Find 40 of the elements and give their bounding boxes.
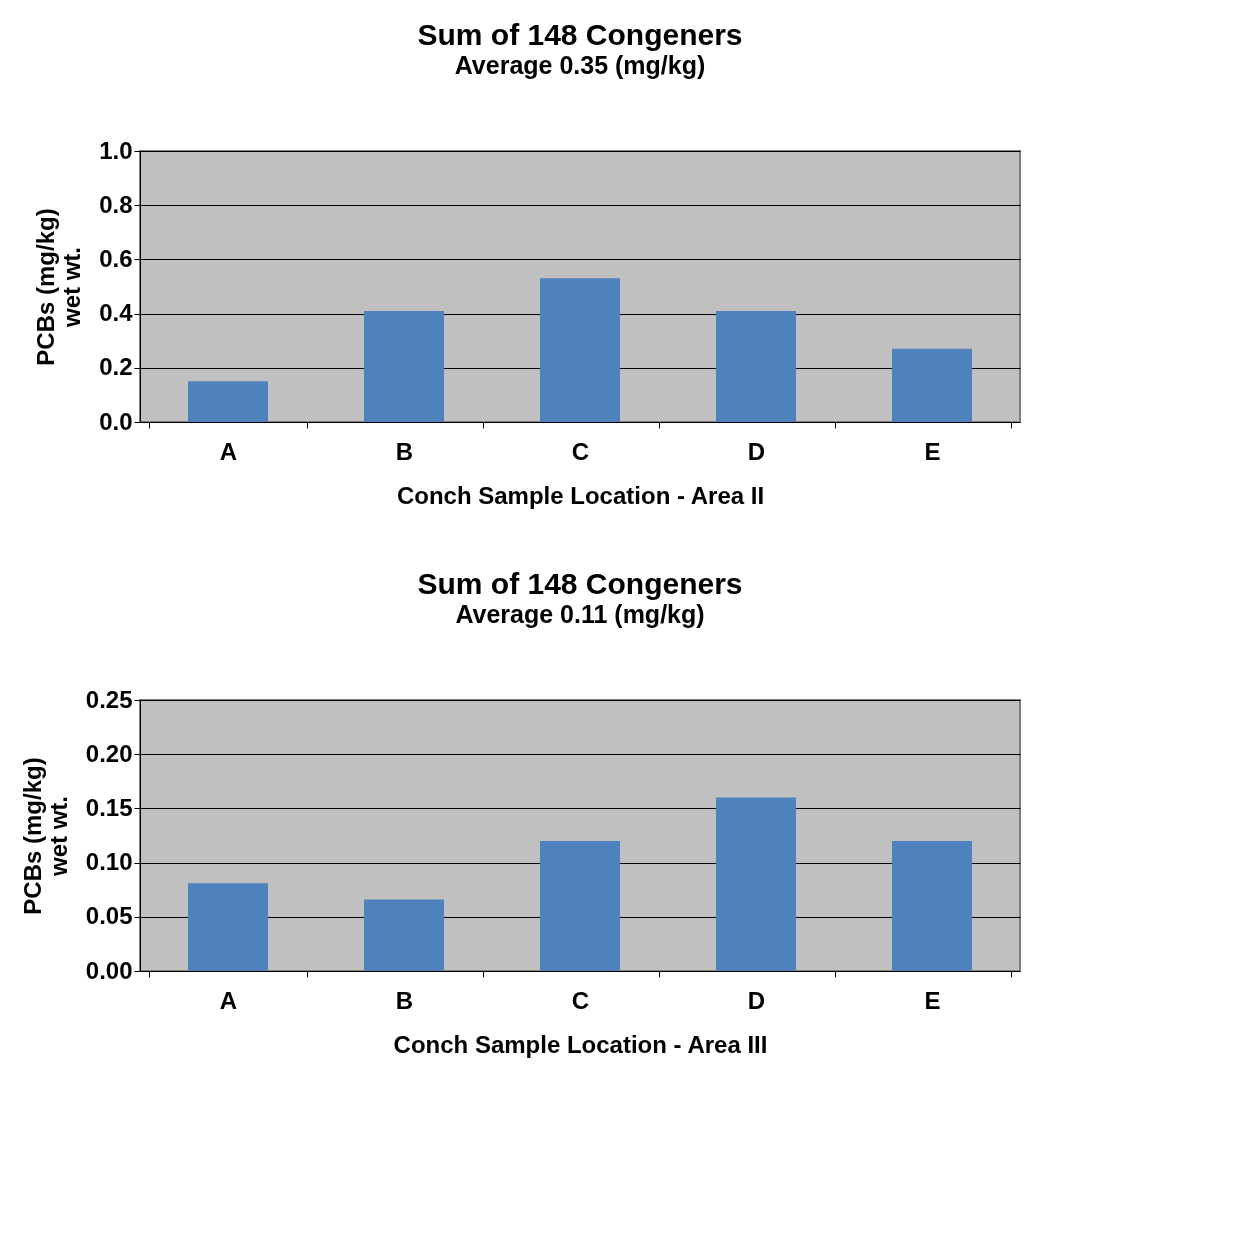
- y-tick-label: 0.25: [85, 685, 133, 713]
- bar: [716, 310, 796, 422]
- bar: [364, 310, 444, 422]
- y-tick-label: 1.0: [99, 136, 133, 164]
- y-tick-label: 0.0: [99, 407, 133, 435]
- y-axis-title: PCBs (mg/kg) wet wt.: [32, 208, 86, 366]
- x-tick-label: D: [747, 986, 766, 1014]
- y-tick-label: 0.00: [85, 956, 133, 984]
- x-tick-label: C: [571, 986, 590, 1014]
- bar: [892, 348, 972, 422]
- bar: [892, 840, 972, 971]
- x-tick-label: E: [924, 986, 941, 1014]
- y-tick-label: 0.15: [85, 793, 133, 821]
- x-tick-label: B: [395, 986, 414, 1014]
- bar: [188, 381, 268, 422]
- y-tick-label: 0.10: [85, 848, 133, 876]
- y-tick-label: 0.4: [99, 299, 134, 327]
- y-tick-label: 0.05: [85, 902, 133, 930]
- x-axis-title: Conch Sample Location - Area II: [396, 481, 765, 509]
- bar: [540, 278, 620, 422]
- x-tick-label: D: [747, 437, 766, 465]
- x-tick-label: E: [924, 437, 941, 465]
- bar: [364, 899, 444, 971]
- bar: [188, 883, 268, 971]
- y-axis-title: PCBs (mg/kg) wet wt.: [18, 757, 72, 915]
- x-tick-label: A: [219, 986, 238, 1014]
- chart-subtitle: Average 0.35 (mg/kg): [454, 51, 706, 79]
- chart-subtitle: Average 0.11 (mg/kg): [455, 600, 705, 628]
- y-tick-label: 0.20: [85, 739, 133, 767]
- bar: [540, 840, 620, 971]
- y-tick-label: 0.6: [99, 244, 133, 272]
- x-axis-title: Conch Sample Location - Area III: [393, 1030, 768, 1058]
- y-tick-label: 0.8: [99, 190, 133, 218]
- chart-title: Sum of 148 Congeners: [417, 18, 743, 51]
- x-tick-label: A: [219, 437, 238, 465]
- y-tick-label: 0.2: [99, 353, 133, 381]
- x-tick-label: C: [571, 437, 590, 465]
- x-tick-label: B: [395, 437, 414, 465]
- bar: [716, 797, 796, 971]
- chart-title: Sum of 148 Congeners: [417, 567, 743, 600]
